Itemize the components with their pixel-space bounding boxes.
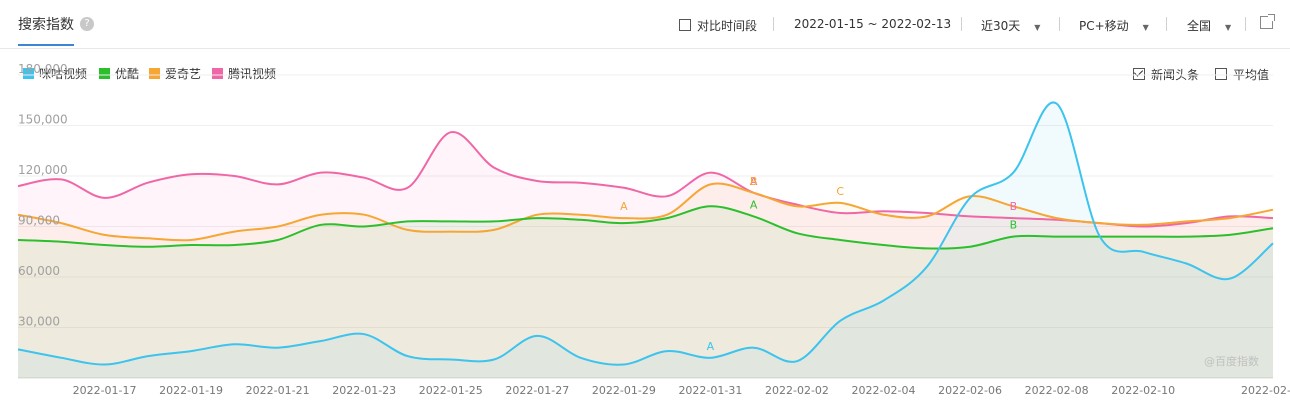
series-line: [17, 205, 1274, 250]
x-tick-label: 2022-02-08: [1025, 384, 1089, 397]
x-tick-label: 2022-02-13: [1241, 384, 1290, 397]
series-area: [18, 206, 1273, 378]
annotation-marker: B: [750, 175, 758, 188]
series-area: [18, 102, 1273, 378]
legend-swatch: [99, 68, 110, 79]
legend-swatch: [23, 68, 34, 79]
x-tick-label: 2022-01-27: [505, 384, 569, 397]
checkbox-icon[interactable]: [1215, 68, 1227, 80]
y-axis: 30,000 60,000 90,000 120,000 150,000 180,000: [18, 62, 68, 329]
annotation-marker: A: [620, 200, 628, 213]
period-select[interactable]: 近30天 ▼: [981, 17, 1040, 34]
legend-swatch: [212, 68, 223, 79]
caret-down-icon: ▼: [1034, 23, 1041, 32]
title-underline: [18, 44, 74, 46]
annotation-marker: B: [1010, 219, 1018, 232]
divider: [1059, 17, 1060, 31]
x-tick-label: 2022-01-31: [678, 384, 742, 397]
legend-item-iqiyi[interactable]: 爱奇艺: [149, 65, 201, 82]
legend-item-youku[interactable]: 优酷: [99, 65, 139, 82]
legend-label: 腾讯视频: [228, 67, 277, 81]
divider: [1245, 17, 1246, 31]
y-tick-label: 60,000: [18, 264, 60, 278]
divider: [773, 17, 774, 31]
y-tick-label: 150,000: [18, 113, 68, 127]
top-bar: 搜索指数 ? 对比时间段 2022-01-15 ~ 2022-02-13 近30…: [0, 0, 1290, 49]
x-tick-label: 2022-02-02: [765, 384, 829, 397]
period-value: 近30天: [981, 19, 1021, 33]
annotation-marker: A: [750, 175, 758, 188]
y-tick-label: 30,000: [18, 315, 60, 329]
legend-item-migu[interactable]: 咪咕视频: [23, 65, 87, 82]
legend-label: 爱奇艺: [165, 67, 202, 81]
x-tick-label: 2022-02-04: [852, 384, 916, 397]
legend-swatch: [149, 68, 160, 79]
y-tick-label: 90,000: [18, 214, 60, 228]
page-title[interactable]: 搜索指数: [18, 17, 74, 33]
x-tick-label: 2022-01-25: [419, 384, 483, 397]
device-select[interactable]: PC+移动 ▼: [1079, 17, 1149, 34]
x-tick-label: 2022-02-10: [1111, 384, 1175, 397]
x-tick-label: 2022-01-23: [332, 384, 396, 397]
checkbox-icon[interactable]: [679, 19, 691, 31]
x-axis: 2022-01-17 2022-01-19 2022-01-21 2022-01-23…: [73, 384, 1290, 397]
checkbox-checked-icon[interactable]: [1133, 68, 1145, 80]
device-value: PC+移动: [1079, 19, 1129, 33]
x-tick-label: 2022-02-06: [938, 384, 1002, 397]
y-tick-label: 180,000: [18, 62, 68, 76]
date-range-picker[interactable]: 2022-01-15 ~ 2022-02-13: [794, 17, 952, 31]
compare-period-label: 对比时间段: [697, 19, 758, 33]
watermark: @百度指数: [1204, 354, 1259, 368]
legend-label: 咪咕视频: [39, 67, 88, 81]
external-link-icon[interactable]: [1260, 14, 1275, 29]
caret-down-icon: ▼: [1225, 23, 1232, 32]
divider: [961, 17, 962, 31]
legend-label: 优酷: [115, 67, 140, 81]
annotation-marker: A: [707, 340, 715, 353]
series-line: [17, 131, 1274, 228]
series-area: [18, 183, 1273, 378]
help-icon[interactable]: ?: [80, 17, 94, 31]
legend-item-tencent[interactable]: 腾讯视频: [212, 65, 276, 82]
compare-period-checkbox[interactable]: 对比时间段: [679, 17, 757, 34]
y-tick-label: 120,000: [18, 163, 68, 177]
series-areas: [18, 102, 1273, 378]
series-line: [17, 182, 1274, 242]
series-area: [18, 131, 1273, 378]
series-lines: [17, 101, 1274, 366]
divider: [1166, 17, 1167, 31]
annotation-marker: C: [836, 185, 844, 198]
caret-down-icon: ▼: [1142, 23, 1149, 32]
region-value: 全国: [1187, 19, 1212, 33]
annotation-marker: B: [1010, 200, 1018, 213]
x-tick-label: 2022-01-29: [592, 384, 656, 397]
series-line: [17, 101, 1274, 366]
x-tick-label: 2022-01-19: [159, 384, 223, 397]
x-tick-label: 2022-01-21: [246, 384, 310, 397]
x-tick-label: 2022-01-17: [73, 384, 137, 397]
region-select[interactable]: 全国 ▼: [1187, 17, 1231, 34]
annotation-marker: A: [750, 198, 758, 211]
